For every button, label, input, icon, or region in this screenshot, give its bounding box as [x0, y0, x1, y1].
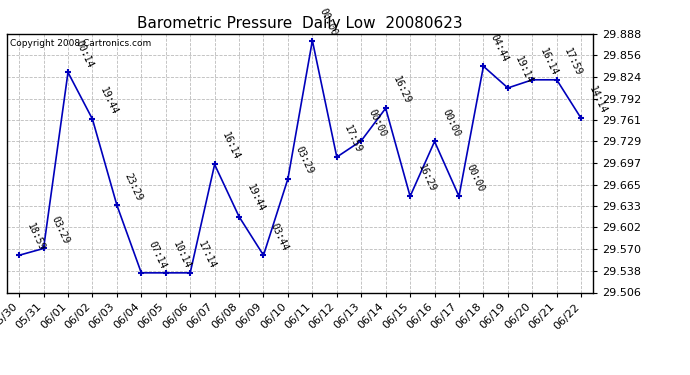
- Text: 23:29: 23:29: [122, 171, 144, 202]
- Text: 17:14: 17:14: [196, 239, 217, 270]
- Text: 16:29: 16:29: [415, 163, 437, 194]
- Text: 03:29: 03:29: [49, 215, 70, 246]
- Text: 10:14: 10:14: [171, 239, 193, 270]
- Text: 17:59: 17:59: [562, 46, 584, 77]
- Text: 14:14: 14:14: [586, 85, 608, 116]
- Text: 16:29: 16:29: [391, 75, 413, 105]
- Text: 16:14: 16:14: [220, 131, 242, 162]
- Text: Copyright 2008 Cartronics.com: Copyright 2008 Cartronics.com: [10, 39, 151, 48]
- Text: 03:44: 03:44: [269, 222, 290, 252]
- Text: 18:59: 18:59: [25, 222, 46, 252]
- Text: 03:29: 03:29: [293, 145, 315, 176]
- Text: 04:44: 04:44: [489, 33, 511, 63]
- Text: 19:14: 19:14: [513, 54, 535, 85]
- Text: 00:00: 00:00: [464, 163, 486, 194]
- Text: 00:00: 00:00: [318, 7, 339, 38]
- Text: 00:14: 00:14: [74, 39, 95, 70]
- Text: 00:00: 00:00: [367, 107, 388, 138]
- Text: 17:59: 17:59: [342, 123, 364, 154]
- Text: 19:44: 19:44: [245, 183, 266, 214]
- Text: 00:00: 00:00: [440, 108, 462, 139]
- Title: Barometric Pressure  Daily Low  20080623: Barometric Pressure Daily Low 20080623: [137, 16, 463, 31]
- Text: 16:14: 16:14: [538, 46, 560, 77]
- Text: 07:14: 07:14: [147, 239, 168, 270]
- Text: 19:44: 19:44: [98, 86, 119, 116]
